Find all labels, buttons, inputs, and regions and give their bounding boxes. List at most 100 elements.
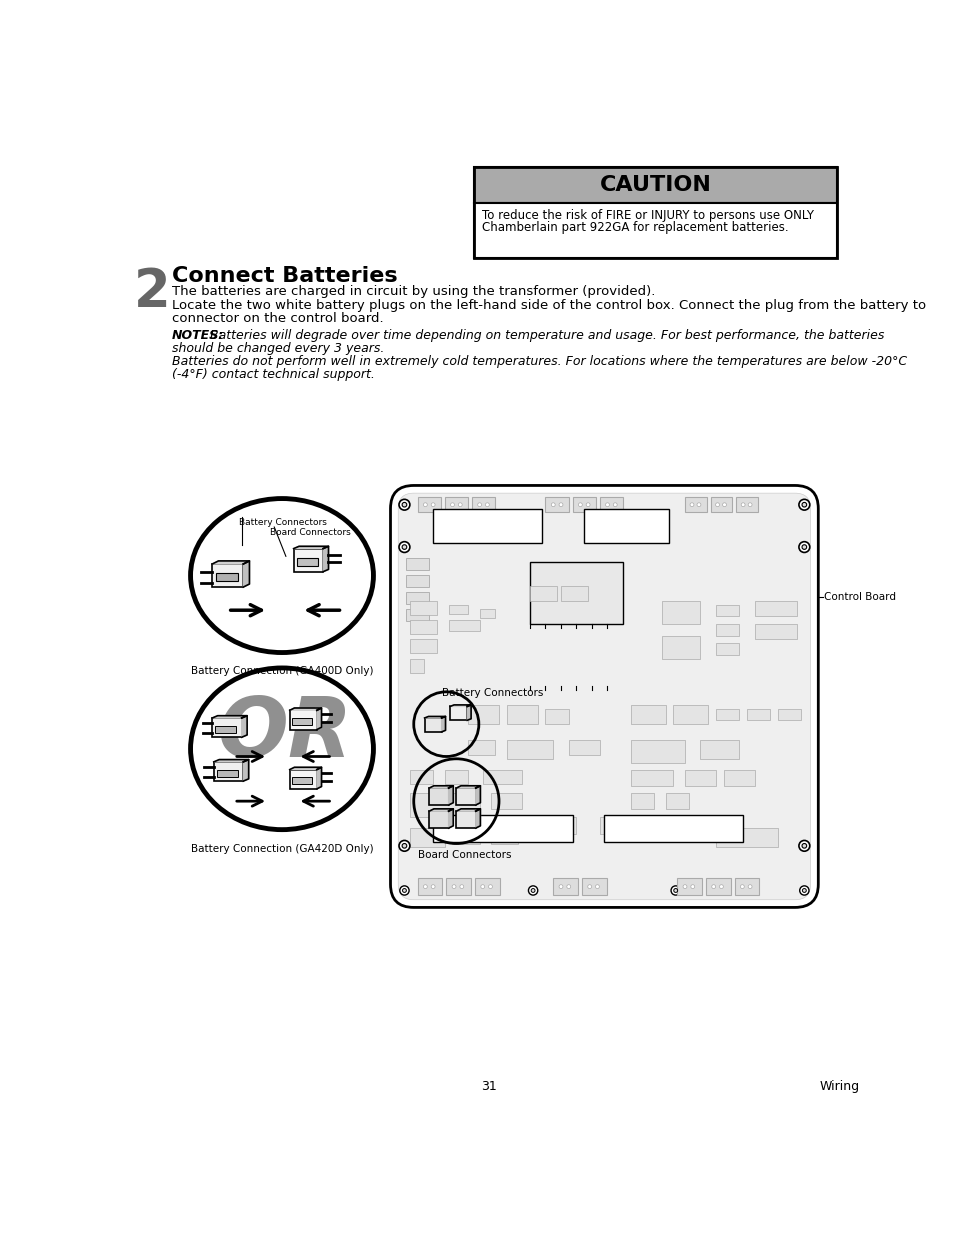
Circle shape [801, 545, 806, 550]
FancyBboxPatch shape [397, 493, 810, 900]
Circle shape [423, 503, 427, 506]
Polygon shape [213, 760, 249, 762]
Text: OR: OR [218, 693, 353, 773]
Circle shape [488, 884, 492, 888]
Text: Chamberlain part 922GA for replacement batteries.: Chamberlain part 922GA for replacement b… [481, 221, 788, 235]
Polygon shape [316, 708, 321, 730]
Bar [215, 726, 236, 732]
Bar [530, 816, 576, 834]
Polygon shape [424, 716, 445, 718]
Circle shape [605, 503, 609, 506]
Polygon shape [241, 716, 247, 737]
Bar [296, 558, 317, 566]
Bar [661, 601, 700, 624]
Text: (-4°F) contact technical support.: (-4°F) contact technical support. [172, 368, 375, 380]
Bar [406, 558, 429, 571]
Text: Battery Connectors: Battery Connectors [239, 517, 327, 527]
Circle shape [613, 503, 617, 506]
Bar [599, 816, 634, 834]
Text: should be changed every 3 years.: should be changed every 3 years. [172, 342, 384, 356]
Bar [665, 793, 688, 809]
Text: Battery Connection (GA400D Only): Battery Connection (GA400D Only) [191, 667, 373, 677]
Bar [410, 829, 444, 847]
Circle shape [585, 503, 590, 506]
Circle shape [798, 542, 809, 552]
Bar [290, 769, 316, 789]
Text: Battery Connectors: Battery Connectors [442, 688, 543, 698]
Bar [572, 496, 596, 513]
Circle shape [798, 841, 809, 851]
Polygon shape [212, 716, 247, 718]
Bar [410, 601, 436, 615]
Text: The batteries are charged in circuit by using the transformer (provided).: The batteries are charged in circuit by … [172, 285, 655, 299]
Polygon shape [456, 785, 480, 788]
Circle shape [578, 503, 581, 506]
Circle shape [423, 884, 427, 888]
Text: CAUTION: CAUTION [599, 175, 711, 195]
Bar [446, 878, 471, 895]
Polygon shape [467, 705, 471, 720]
Bar [456, 811, 476, 829]
Circle shape [801, 888, 805, 893]
Bar [433, 509, 541, 543]
Text: Batteries do not perform well in extremely cold temperatures. For locations wher: Batteries do not perform well in extreme… [172, 354, 906, 368]
Text: Locate the two white battery plugs on the left-hand side of the control box. Con: Locate the two white battery plugs on th… [172, 299, 925, 312]
Circle shape [801, 503, 806, 508]
Bar [448, 620, 479, 631]
Text: To reduce the risk of FIRE or INJURY to persons use ONLY: To reduce the risk of FIRE or INJURY to … [481, 209, 813, 222]
Bar [474, 168, 836, 203]
Bar [474, 168, 836, 258]
Circle shape [747, 503, 751, 506]
Circle shape [402, 844, 406, 848]
Circle shape [673, 888, 677, 893]
Circle shape [531, 888, 535, 893]
Bar [630, 740, 684, 763]
Circle shape [457, 503, 461, 506]
Bar [754, 624, 797, 640]
Circle shape [402, 888, 406, 893]
Circle shape [402, 503, 406, 508]
Circle shape [719, 884, 722, 888]
Bar [630, 793, 654, 809]
Bar [216, 769, 237, 777]
Bar [410, 658, 423, 673]
Text: 31: 31 [480, 1079, 497, 1093]
Text: Wiring: Wiring [819, 1079, 860, 1093]
Bar [736, 496, 757, 513]
Bar [290, 710, 316, 730]
Bar [506, 740, 553, 758]
Bar [630, 771, 673, 785]
Circle shape [431, 884, 435, 888]
Text: Board Connectors: Board Connectors [417, 850, 511, 860]
Polygon shape [316, 767, 321, 789]
Bar [684, 771, 716, 785]
Circle shape [452, 884, 456, 888]
Bar [216, 573, 237, 580]
Bar [677, 878, 701, 895]
Polygon shape [429, 785, 453, 788]
Circle shape [480, 884, 484, 888]
Bar [716, 643, 739, 655]
Polygon shape [294, 546, 328, 548]
Polygon shape [476, 785, 480, 805]
Bar [479, 609, 495, 618]
Bar [491, 829, 517, 844]
Bar [429, 811, 448, 829]
Polygon shape [450, 705, 471, 706]
Bar [417, 496, 440, 513]
Bar [452, 829, 479, 844]
Circle shape [566, 884, 570, 888]
Bar [583, 509, 669, 543]
Bar [491, 793, 521, 809]
Circle shape [799, 885, 808, 895]
Polygon shape [448, 785, 453, 805]
Circle shape [528, 885, 537, 895]
Bar [468, 705, 498, 724]
Bar [212, 564, 243, 587]
Bar [212, 718, 241, 737]
Circle shape [450, 503, 454, 506]
Bar [661, 636, 700, 658]
Circle shape [558, 503, 562, 506]
Bar [448, 605, 468, 614]
Bar [545, 496, 568, 513]
